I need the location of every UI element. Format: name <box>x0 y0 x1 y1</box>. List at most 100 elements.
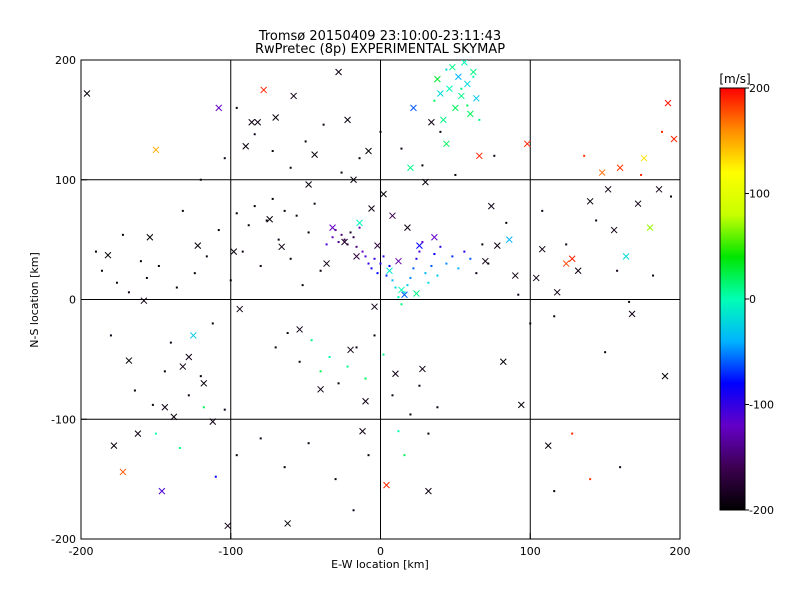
point-dot-marker <box>352 236 355 239</box>
point-x-marker <box>119 468 127 476</box>
point-dot-marker <box>361 250 364 253</box>
point-x-marker <box>170 413 178 421</box>
point-dot-marker <box>418 384 421 387</box>
point-dot-marker <box>406 284 409 287</box>
point-dot-marker <box>394 286 397 289</box>
point-x-marker <box>562 260 570 267</box>
point-x-marker <box>189 332 197 339</box>
point-x-marker <box>356 219 363 227</box>
point-x-marker <box>194 242 202 249</box>
point-dot-marker <box>421 241 424 244</box>
point-dot-marker <box>391 394 394 397</box>
x-axis-label: E-W location [km] <box>331 558 429 571</box>
point-dot-marker <box>670 195 673 198</box>
point-dot-marker <box>331 236 334 239</box>
point-dot-marker <box>415 257 418 260</box>
point-dot-marker <box>214 475 217 478</box>
x-tick-label: 0 <box>377 545 384 558</box>
point-x-marker <box>455 73 462 81</box>
point-x-marker <box>347 346 354 354</box>
point-dot-marker <box>289 257 292 260</box>
point-dot-marker <box>181 209 184 212</box>
point-dot-marker <box>241 250 244 253</box>
point-x-marker <box>538 245 546 253</box>
point-dot-marker <box>139 260 142 263</box>
colorbar-tick-label: -200 <box>749 504 774 517</box>
point-dot-marker <box>115 281 118 284</box>
chart-title: Tromsø 20150409 23:10:00-23:11:43 <box>258 29 501 44</box>
point-x-marker <box>466 110 474 118</box>
point-x-marker <box>371 303 378 311</box>
point-x-marker <box>472 94 480 102</box>
point-dot-marker <box>367 262 370 265</box>
point-dot-marker <box>109 334 112 337</box>
point-dot-marker <box>325 243 328 246</box>
point-dot-marker <box>445 262 448 265</box>
point-dot-marker <box>454 173 457 176</box>
point-x-marker <box>401 291 408 299</box>
point-x-marker <box>296 326 303 333</box>
point-dot-marker <box>475 272 478 275</box>
point-x-marker <box>161 403 169 411</box>
point-dot-marker <box>370 267 373 270</box>
point-x-marker <box>374 242 381 249</box>
point-dot-marker <box>439 130 442 133</box>
point-dot-marker <box>400 147 403 150</box>
y-tick-label: 200 <box>55 54 76 67</box>
point-dot-marker <box>397 430 400 433</box>
point-x-marker <box>410 104 417 112</box>
point-dot-marker <box>421 164 424 167</box>
point-x-marker <box>598 169 606 176</box>
point-dot-marker <box>460 87 463 90</box>
point-x-marker <box>487 202 495 210</box>
point-dot-marker <box>595 219 598 222</box>
point-dot-marker <box>466 104 469 107</box>
point-x-marker <box>236 305 244 313</box>
colorbar-tick-label: 0 <box>749 293 756 306</box>
point-dot-marker <box>553 490 556 493</box>
point-x-marker <box>311 151 318 158</box>
point-x-marker <box>544 442 552 449</box>
colorbar-label: [m/s] <box>719 72 750 86</box>
point-dot-marker <box>364 255 367 258</box>
point-dot-marker <box>463 250 466 253</box>
point-dot-marker <box>352 509 355 512</box>
point-x-marker <box>664 99 672 107</box>
point-x-marker <box>610 226 618 234</box>
point-dot-marker <box>157 264 160 267</box>
point-x-marker <box>425 487 432 495</box>
point-dot-marker <box>403 454 406 457</box>
point-dot-marker <box>373 334 376 337</box>
y-tick-label: -100 <box>51 413 76 426</box>
colorbar-tick-label: -100 <box>749 399 774 412</box>
y-tick-label: 0 <box>69 294 76 307</box>
point-x-marker <box>670 135 678 143</box>
point-dot-marker <box>346 365 349 368</box>
point-dot-marker <box>271 150 274 153</box>
point-dot-marker <box>652 274 655 277</box>
point-dot-marker <box>397 296 400 299</box>
point-x-marker <box>449 63 456 71</box>
point-dot-marker <box>328 355 331 358</box>
point-dot-marker <box>391 279 394 282</box>
chart-subtitle: RwPretec (8p) EXPERIMENTAL SKYMAP <box>255 42 505 57</box>
point-x-marker <box>416 242 423 249</box>
point-x-marker <box>254 118 262 126</box>
point-x-marker <box>604 185 612 193</box>
point-dot-marker <box>427 432 430 435</box>
point-dot-marker <box>289 166 292 169</box>
point-dot-marker <box>433 99 436 102</box>
point-dot-marker <box>301 284 304 287</box>
point-dot-marker <box>205 255 208 258</box>
point-x-marker <box>458 92 465 100</box>
point-dot-marker <box>319 269 322 272</box>
point-dot-marker <box>439 245 442 248</box>
point-x-marker <box>272 114 280 121</box>
point-x-marker <box>185 353 193 361</box>
point-dot-marker <box>283 466 286 469</box>
point-dot-marker <box>259 437 262 440</box>
point-dot-marker <box>178 446 181 449</box>
point-x-marker <box>532 274 540 282</box>
point-x-marker <box>493 242 501 249</box>
